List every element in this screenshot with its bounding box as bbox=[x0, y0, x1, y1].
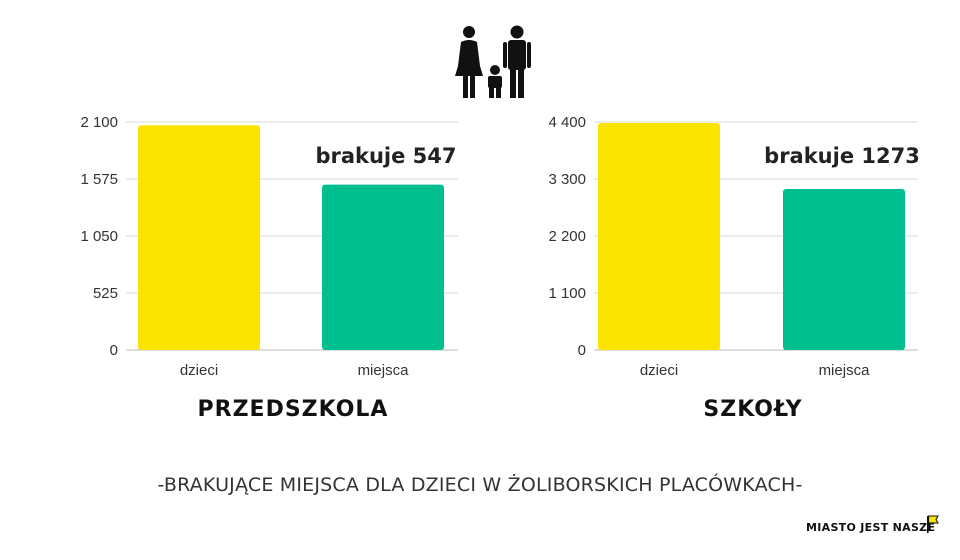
bar-miejsca bbox=[322, 184, 444, 350]
y-tick-label: 2 200 bbox=[548, 228, 586, 245]
chart-title: PRZEDSZKOLA bbox=[198, 397, 389, 422]
family-icon bbox=[455, 24, 535, 105]
shortage-annotation: brakuje 547 bbox=[315, 144, 456, 168]
bar-dzieci bbox=[598, 123, 720, 350]
y-tick-label: 0 bbox=[110, 342, 118, 359]
y-tick-label: 1 100 bbox=[548, 285, 586, 302]
y-tick-label: 1 050 bbox=[80, 228, 118, 245]
x-tick-label: dzieci bbox=[640, 362, 678, 379]
shortage-annotation: brakuje 1273 bbox=[764, 144, 920, 168]
y-tick-label: 3 300 bbox=[548, 171, 586, 188]
y-tick-label: 2 100 bbox=[80, 114, 118, 131]
flag-icon bbox=[926, 514, 940, 539]
y-tick-label: 0 bbox=[578, 342, 586, 359]
brand-logo-text: MIASTO JEST NASZE bbox=[806, 521, 936, 534]
bar-dzieci bbox=[138, 125, 260, 350]
footer-caption: -BRAKUJĄCE MIEJSCA DLA DZIECI W ŻOLIBORS… bbox=[157, 474, 803, 496]
x-tick-label: miejsca bbox=[819, 362, 871, 379]
bar-miejsca bbox=[783, 189, 905, 350]
x-tick-label: miejsca bbox=[358, 362, 410, 379]
y-tick-label: 525 bbox=[93, 285, 118, 302]
y-tick-label: 4 400 bbox=[548, 114, 586, 131]
y-tick-label: 1 575 bbox=[80, 171, 118, 188]
chart-title: SZKOŁY bbox=[703, 397, 802, 422]
x-tick-label: dzieci bbox=[180, 362, 218, 379]
